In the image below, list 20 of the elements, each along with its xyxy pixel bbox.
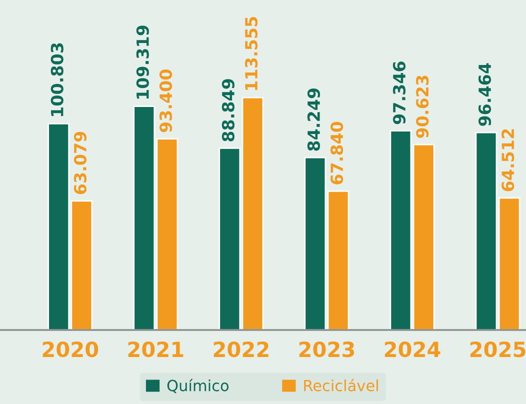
x-tick-label: 2023 xyxy=(299,341,354,358)
x-tick-label: 2024 xyxy=(384,341,440,358)
x-tick-label: 2025 xyxy=(470,341,526,358)
data-label: 96.464 xyxy=(478,63,492,126)
data-label: 84.249 xyxy=(307,88,320,151)
data-label: 97.346 xyxy=(392,62,406,124)
data-label: 113.555 xyxy=(244,17,258,90)
data-label: 64.512 xyxy=(502,129,514,192)
data-label: 67.840 xyxy=(330,122,344,184)
data-label: 88.849 xyxy=(222,79,234,142)
data-label: 93.400 xyxy=(159,70,172,132)
legend-label: Químico xyxy=(167,378,229,394)
x-tick-label: 2020 xyxy=(42,341,98,358)
x-tick-label: 2021 xyxy=(128,341,184,358)
legend-label: Reciclável xyxy=(304,378,378,392)
data-label: 109.319 xyxy=(136,26,149,99)
data-label: 63.079 xyxy=(74,132,87,194)
data-label: 100.803 xyxy=(50,43,64,116)
x-tick-label: 2022 xyxy=(214,341,268,358)
data-label: 90.623 xyxy=(416,76,429,138)
